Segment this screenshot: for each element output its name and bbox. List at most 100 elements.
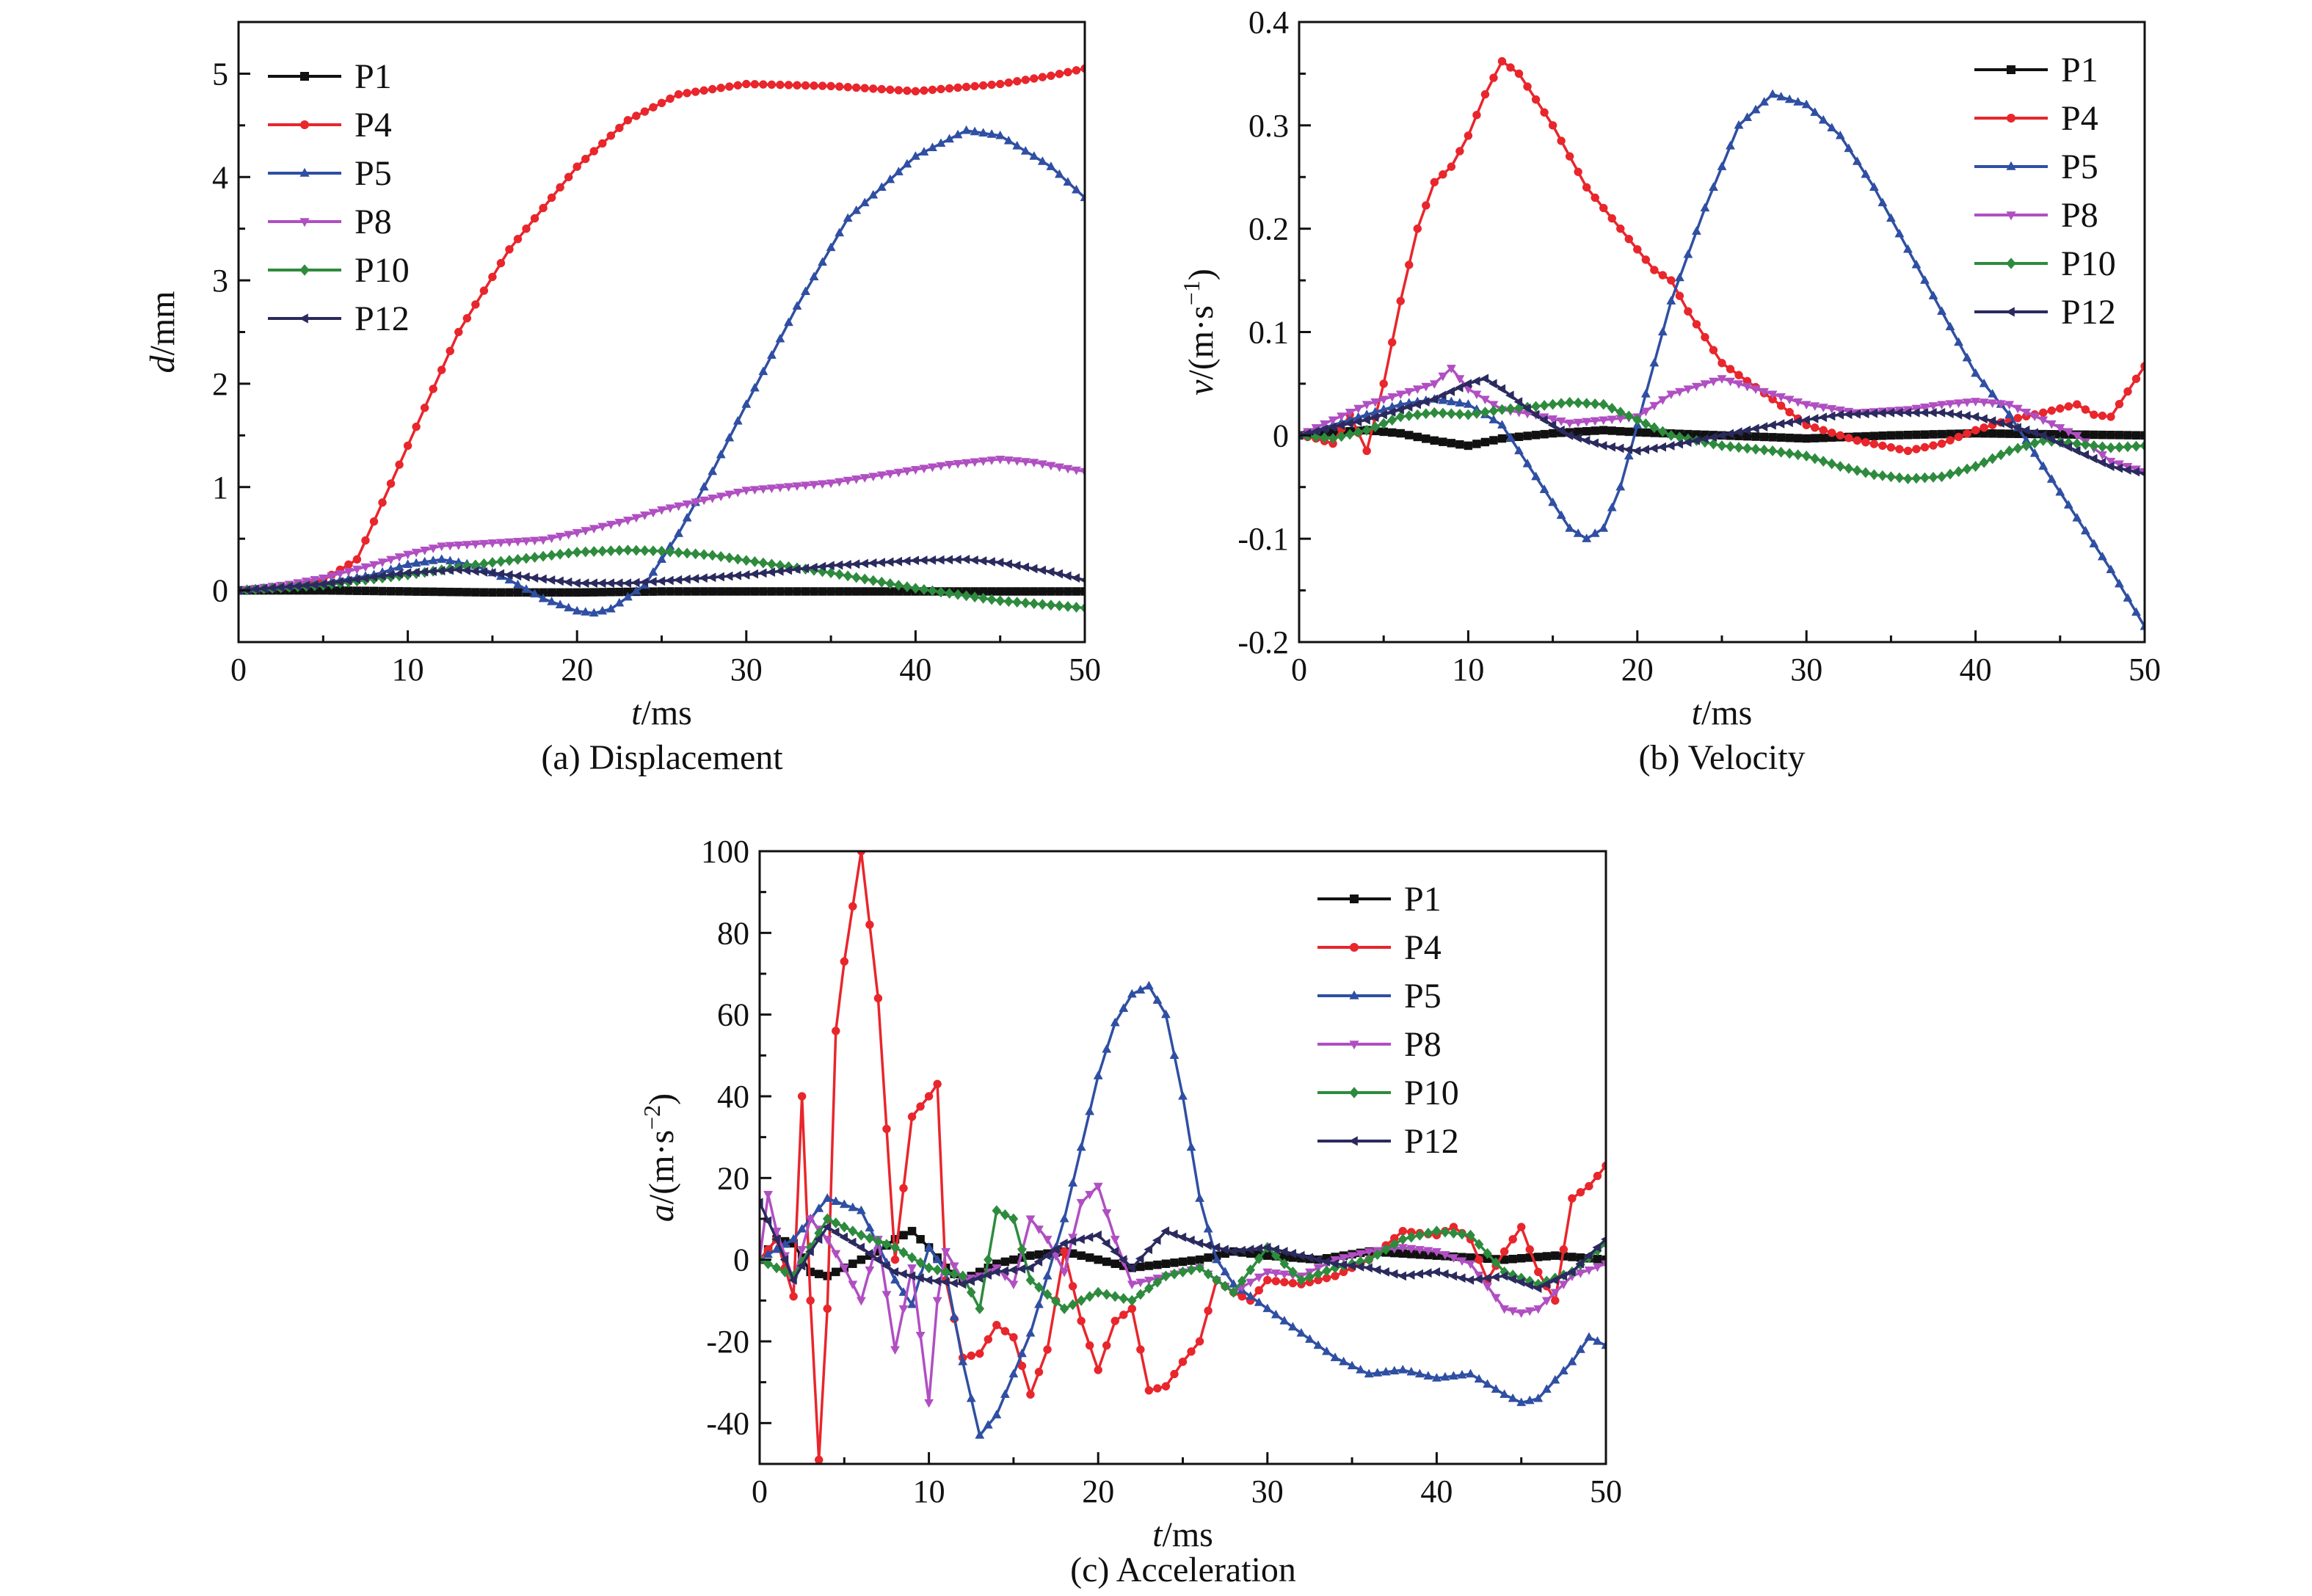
data-points bbox=[239, 544, 1085, 614]
y-tick-label: -0.1 bbox=[1237, 521, 1289, 557]
series-p5 bbox=[1299, 89, 2145, 630]
legend: P1 P4 P5 P8 P10 P12 bbox=[268, 57, 410, 338]
y-axis-label: d/mm bbox=[143, 291, 182, 373]
legend-item-p10: P10 bbox=[1317, 1074, 1459, 1112]
series-p10 bbox=[760, 1205, 1606, 1315]
legend-label: P1 bbox=[355, 57, 392, 96]
legend-label: P1 bbox=[2061, 51, 2098, 90]
legend-marker bbox=[1349, 1041, 1359, 1050]
x-tick-label: 50 bbox=[1590, 1473, 1622, 1509]
series-p8 bbox=[1299, 365, 2145, 477]
legend-item-p4: P4 bbox=[1317, 928, 1442, 967]
x-tick-label: 10 bbox=[392, 652, 424, 688]
x-tick-label: 30 bbox=[1790, 652, 1822, 688]
data-points bbox=[1299, 374, 2145, 477]
legend-item-p1: P1 bbox=[268, 57, 392, 96]
velocity-chart: 0 10 20 30 40 50 -0.2 -0.1 0 0.1 0.2 0.3 0.4 t/ms v/(m… bbox=[1178, 4, 2161, 777]
y-tick-label: 60 bbox=[717, 997, 749, 1033]
series-p8 bbox=[239, 456, 1085, 596]
series-line bbox=[760, 984, 1606, 1437]
legend-label: P4 bbox=[355, 106, 392, 145]
plot-area bbox=[239, 64, 1085, 617]
legend-label: P4 bbox=[2061, 99, 2098, 138]
legend-item-p8: P8 bbox=[1974, 196, 2098, 235]
x-tick-label: 0 bbox=[1291, 652, 1307, 688]
y-tick-label: 0 bbox=[1273, 418, 1289, 453]
legend-item-p8: P8 bbox=[1317, 1025, 1442, 1064]
legend-item-p4: P4 bbox=[1974, 99, 2098, 138]
y-tick-label: 0.3 bbox=[1248, 108, 1289, 144]
y-tick-label: 5 bbox=[212, 56, 228, 92]
y-tick-label: 1 bbox=[212, 470, 228, 506]
plot-area bbox=[760, 851, 1606, 1464]
data-points bbox=[760, 851, 1606, 1464]
x-tick-label: 0 bbox=[752, 1473, 768, 1509]
legend: P1 P4 P5 P8 P10 P12 bbox=[1317, 880, 1459, 1161]
y-axis-label: a/(m·s−2) bbox=[639, 1093, 681, 1222]
y-tick-label: -0.2 bbox=[1237, 624, 1289, 660]
displacement-chart: 0 10 20 30 40 50 0 1 2 3 4 5 t/ms d/mm P1 P4 P5 P8 P10 P12 (… bbox=[143, 21, 1101, 777]
data-points bbox=[239, 456, 1085, 596]
panel-caption: (b) Velocity bbox=[1638, 738, 1805, 777]
legend-label: P10 bbox=[355, 251, 410, 290]
legend: P1 P4 P5 P8 P10 P12 bbox=[1974, 51, 2116, 332]
legend-item-p10: P10 bbox=[1974, 244, 2116, 283]
series-p12 bbox=[1299, 374, 2145, 477]
x-tick-label: 20 bbox=[561, 652, 593, 688]
y-tick-label: 0.4 bbox=[1248, 4, 1289, 40]
legend-marker bbox=[2007, 114, 2015, 123]
panel-caption: (c) Acceleration bbox=[1070, 1551, 1296, 1589]
x-tick-label: 30 bbox=[1251, 1473, 1284, 1509]
legend-marker bbox=[1350, 943, 1359, 952]
legend-item-p8: P8 bbox=[268, 203, 392, 241]
legend-label: P4 bbox=[1404, 928, 1442, 967]
legend-label: P5 bbox=[2061, 147, 2098, 186]
legend-marker bbox=[299, 218, 310, 227]
y-tick-label: -40 bbox=[706, 1405, 749, 1441]
legend-label: P1 bbox=[1404, 880, 1442, 919]
legend-marker bbox=[299, 167, 310, 177]
legend-marker bbox=[1348, 1136, 1358, 1146]
plot-area bbox=[1299, 57, 2145, 630]
x-axis-label: t/ms bbox=[1152, 1515, 1213, 1554]
series-p10 bbox=[1299, 396, 2145, 485]
x-tick-label: 40 bbox=[1960, 652, 1992, 688]
y-tick-label: 40 bbox=[717, 1079, 749, 1115]
legend-marker bbox=[2006, 161, 2016, 170]
y-tick-label: 0.2 bbox=[1248, 211, 1289, 247]
legend-item-p5: P5 bbox=[268, 154, 392, 193]
legend-marker bbox=[2007, 65, 2015, 74]
y-tick-label: 2 bbox=[212, 366, 228, 402]
legend-marker bbox=[299, 264, 310, 276]
legend-marker bbox=[2005, 307, 2015, 317]
y-tick-label: 3 bbox=[212, 263, 228, 299]
legend-marker bbox=[300, 72, 309, 81]
x-tick-label: 50 bbox=[1069, 652, 1101, 688]
series-line bbox=[760, 851, 1606, 1462]
series-p4 bbox=[760, 851, 1606, 1464]
series-p5 bbox=[760, 980, 1606, 1439]
legend-label: P10 bbox=[2061, 244, 2116, 283]
data-points bbox=[1299, 365, 2145, 477]
legend-marker bbox=[1349, 990, 1359, 999]
acceleration-chart: 0 10 20 30 40 50 -40 -20 0 20 40 60 80 100 t/ms a/(m·s−… bbox=[639, 834, 1622, 1589]
panel-caption: (a) Displacement bbox=[541, 738, 783, 777]
plot-frame bbox=[1298, 21, 2146, 644]
x-tick-label: 20 bbox=[1082, 1473, 1114, 1509]
series-p8 bbox=[760, 1182, 1606, 1408]
x-tick-label: 10 bbox=[1452, 652, 1484, 688]
x-tick-label: 50 bbox=[2129, 652, 2161, 688]
y-tick-label: 4 bbox=[212, 159, 228, 195]
legend-marker bbox=[2006, 258, 2016, 269]
legend-item-p12: P12 bbox=[1317, 1122, 1459, 1161]
x-axis-label: t/ms bbox=[1692, 693, 1753, 732]
legend-label: P5 bbox=[355, 154, 392, 193]
legend-label: P8 bbox=[355, 203, 392, 241]
legend-item-p1: P1 bbox=[1317, 880, 1442, 919]
series-line bbox=[1299, 59, 2145, 453]
x-tick-label: 0 bbox=[230, 652, 247, 688]
x-tick-label: 40 bbox=[899, 652, 931, 688]
x-axis-label: t/ms bbox=[631, 693, 692, 732]
y-tick-label: 80 bbox=[717, 915, 749, 951]
